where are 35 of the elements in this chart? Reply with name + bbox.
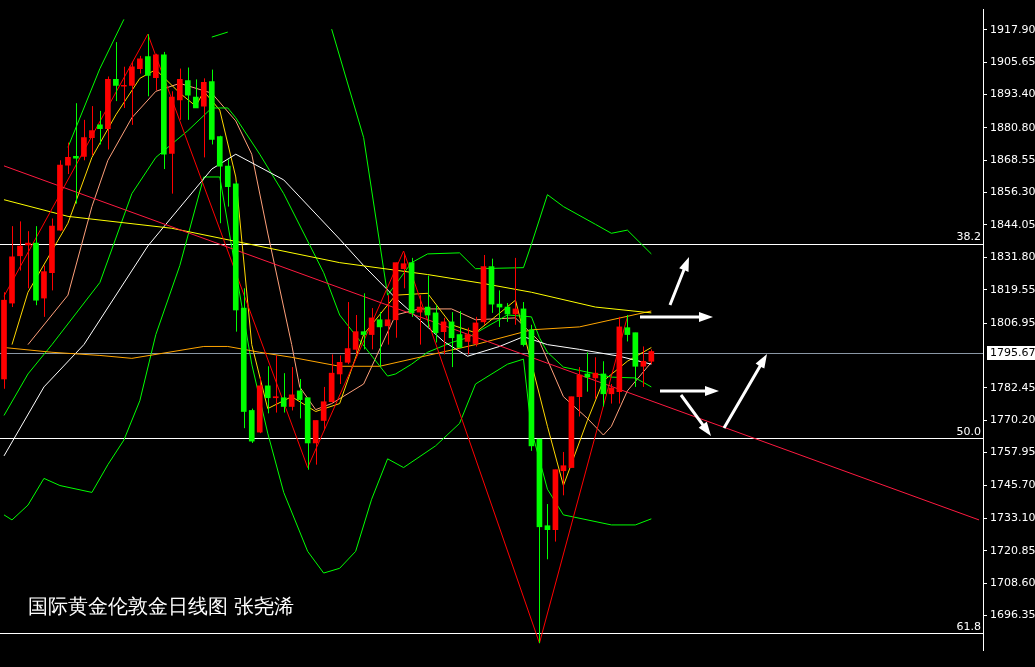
y-tick-label: 1844.05 (990, 217, 1035, 231)
candlestick (153, 53, 159, 91)
y-tick-label: 1708.60 (990, 575, 1035, 589)
y-tick-label: 1905.65 (990, 54, 1035, 68)
candlestick (129, 61, 135, 126)
candlestick (89, 105, 95, 156)
y-tick-label: 1806.95 (990, 315, 1035, 329)
annotation: 38.2 (956, 230, 981, 244)
y-tick-label: 1733.10 (990, 511, 1035, 525)
y-tick-label: 1868.55 (990, 153, 1035, 167)
y-tick-label: 1770.20 (990, 413, 1035, 427)
candlestick (184, 67, 191, 121)
y-tick-label: 1880.80 (990, 120, 1035, 134)
candlestick (280, 372, 287, 414)
y-tick-label: 1917.90 (990, 22, 1035, 36)
y-tick-label: 1745.70 (990, 477, 1035, 491)
ref-line-label: 1795.67 (990, 345, 1035, 359)
text: 国际黄金伦敦金日线图 张尧浠 (28, 593, 295, 620)
annotation: 61.8 (956, 619, 981, 633)
y-tick-label: 1696.35 (990, 608, 1035, 622)
annotation: 50.0 (956, 424, 981, 438)
candlestick (320, 386, 327, 431)
candlestick (81, 119, 87, 161)
y-tick-label: 1819.55 (990, 282, 1035, 296)
candlestick (113, 41, 119, 102)
y-tick-label: 1720.85 (990, 543, 1035, 557)
candlestick (121, 66, 127, 109)
y-tick-label: 1782.45 (990, 380, 1035, 394)
y-tick-label: 1893.40 (990, 87, 1035, 101)
y-tick-label: 1856.30 (990, 185, 1035, 199)
candlestick (137, 55, 143, 75)
y-tick-label: 1831.80 (990, 250, 1035, 264)
candlestick (272, 354, 279, 414)
candlestick (145, 33, 151, 97)
y-tick-label: 1757.95 (990, 445, 1035, 459)
